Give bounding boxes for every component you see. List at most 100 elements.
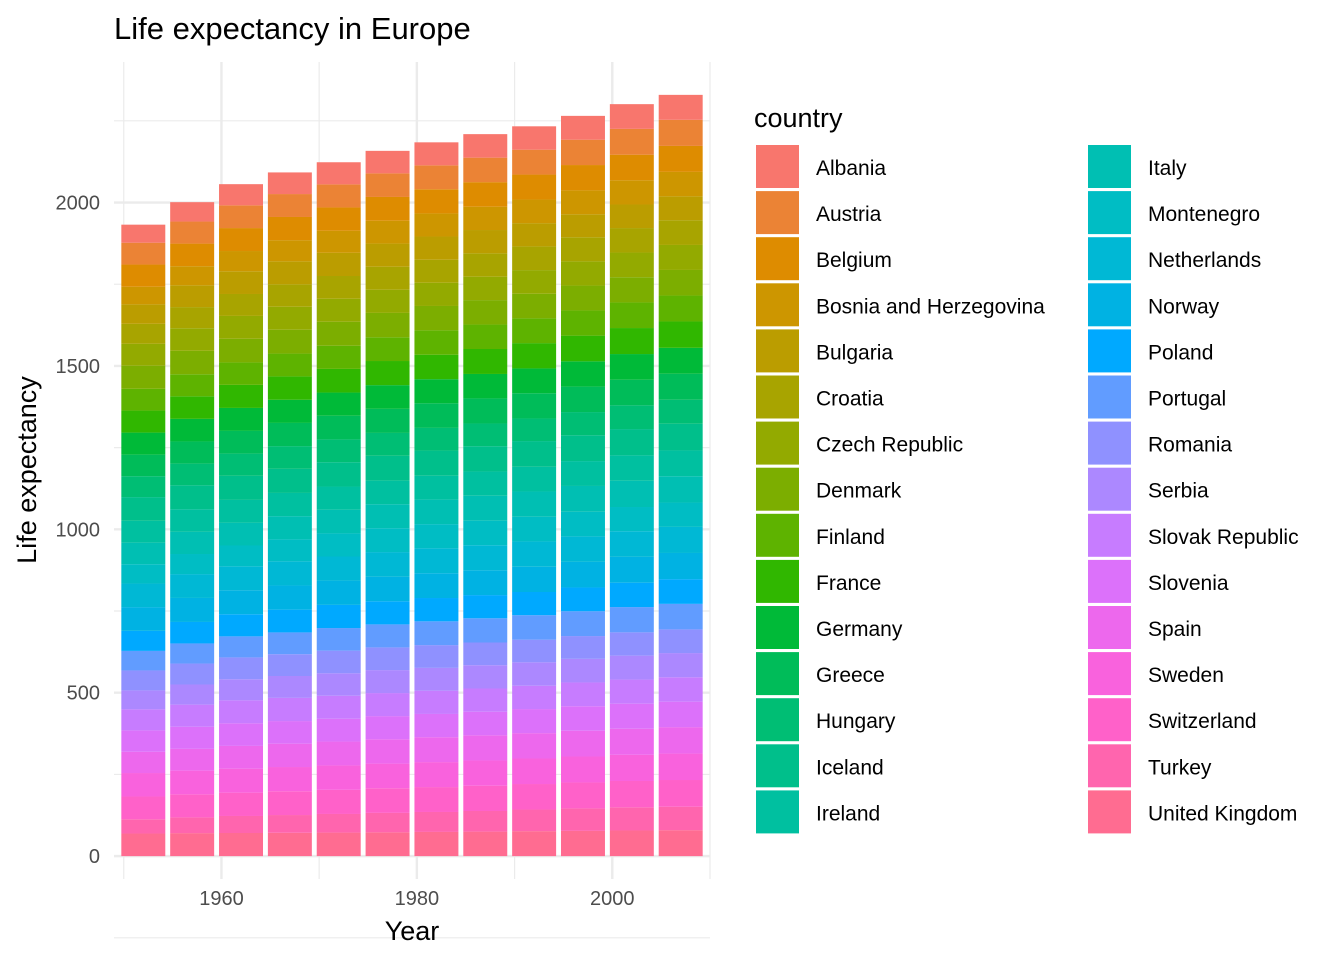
bar-segment-albania bbox=[316, 162, 361, 185]
bar-segment-italy bbox=[365, 504, 410, 529]
bar-segment-united-kingdom bbox=[267, 832, 312, 857]
bar-segment-ireland bbox=[609, 455, 654, 481]
legend-label: Slovenia bbox=[1148, 572, 1229, 595]
bar-segment-germany bbox=[561, 361, 605, 387]
bar-segment-spain bbox=[463, 735, 508, 761]
bar-segment-france bbox=[170, 396, 215, 419]
legend-label: Poland bbox=[1148, 341, 1213, 364]
bar-segment-finland bbox=[463, 324, 508, 350]
legend-label: France bbox=[816, 572, 881, 595]
bar-segment-montenegro bbox=[658, 502, 703, 527]
bar-segment-switzerland bbox=[170, 794, 215, 818]
bar-segment-turkey bbox=[414, 811, 459, 832]
legend-key bbox=[756, 421, 799, 465]
bar-segment-bulgaria bbox=[316, 252, 361, 277]
bar-segment-belgium bbox=[512, 174, 557, 200]
bar-segment-germany bbox=[414, 379, 459, 404]
bar-segment-bosnia-and-herzegovina bbox=[316, 230, 361, 253]
bar-segment-bosnia-and-herzegovina bbox=[365, 220, 410, 244]
bar-segment-hungary bbox=[267, 446, 312, 469]
bar-segment-serbia bbox=[219, 679, 263, 701]
legend-key bbox=[1088, 329, 1131, 373]
bar-segment-netherlands bbox=[463, 545, 508, 571]
bar-segment-slovenia bbox=[658, 701, 703, 728]
bar-segment-ireland bbox=[170, 509, 215, 532]
bar-segment-austria bbox=[658, 119, 703, 146]
bar-segment-romania bbox=[365, 647, 410, 671]
bar-segment-spain bbox=[316, 741, 361, 766]
legend-key bbox=[1088, 421, 1131, 465]
bar-segment-france bbox=[658, 321, 703, 348]
bar-segment-portugal bbox=[463, 618, 508, 643]
bar-segment-montenegro bbox=[463, 520, 508, 546]
bar-segment-denmark bbox=[316, 321, 361, 346]
bar-segment-slovak-republic bbox=[365, 693, 410, 717]
bar-segment-belgium bbox=[170, 243, 215, 267]
x-tick-labels: 1960 1980 2000 bbox=[199, 888, 634, 910]
bar-segment-austria bbox=[512, 149, 557, 175]
bar-segment-germany bbox=[609, 354, 654, 380]
bar-segment-turkey bbox=[170, 817, 215, 834]
bar-segment-turkey bbox=[561, 808, 605, 831]
legend-key bbox=[756, 652, 799, 696]
bar-segment-belgium bbox=[414, 189, 459, 214]
legend-label: Spain bbox=[1148, 618, 1202, 641]
bar-segment-united-kingdom bbox=[170, 833, 215, 857]
legend-label: Slovak Republic bbox=[1148, 526, 1299, 549]
bar-segment-denmark bbox=[561, 285, 605, 311]
bar-segment-poland bbox=[414, 598, 459, 622]
bar-segment-slovak-republic bbox=[609, 679, 654, 704]
bar-segment-spain bbox=[121, 751, 166, 774]
bar-segment-greece bbox=[658, 373, 703, 400]
bar-segment-albania bbox=[414, 142, 459, 166]
bar-segment-hungary bbox=[463, 423, 508, 447]
bar-segment-germany bbox=[121, 432, 166, 455]
bar-segment-france bbox=[121, 410, 166, 433]
bar-segment-albania bbox=[512, 126, 557, 150]
bar-segment-portugal bbox=[365, 624, 410, 648]
bar-segment-bosnia-and-herzegovina bbox=[561, 190, 605, 215]
bar-segment-france bbox=[316, 368, 361, 393]
bar-segment-ireland bbox=[219, 499, 263, 523]
bar-segment-croatia bbox=[316, 276, 361, 299]
bar-segment-finland bbox=[512, 318, 557, 344]
bar-segment-iceland bbox=[219, 475, 263, 500]
bar-segment-denmark bbox=[121, 365, 166, 389]
bar-segment-croatia bbox=[512, 246, 557, 271]
legend-label: Montenegro bbox=[1148, 203, 1260, 226]
bar-segment-slovenia bbox=[609, 703, 654, 729]
legend-key bbox=[756, 744, 799, 788]
bar-segment-slovenia bbox=[316, 718, 361, 742]
bar-segment-slovak-republic bbox=[658, 677, 703, 702]
bar-segment-croatia bbox=[365, 266, 410, 290]
bar-segment-sweden bbox=[267, 767, 312, 792]
bar-segment-romania bbox=[316, 650, 361, 674]
bar-segment-albania bbox=[365, 150, 410, 174]
bar-segment-france bbox=[414, 354, 459, 380]
legend-label: Greece bbox=[816, 664, 885, 687]
x-tick-label: 2000 bbox=[590, 888, 635, 910]
bar-segment-bulgaria bbox=[267, 261, 312, 285]
bar-segment-finland bbox=[561, 310, 605, 336]
legend: country Albania Austria Belgium Bosnia and … bbox=[754, 103, 1299, 834]
bar-segment-sweden bbox=[561, 756, 605, 783]
bar-segment-belgium bbox=[267, 216, 312, 241]
bar-segment-switzerland bbox=[414, 787, 459, 812]
bar-segment-slovenia bbox=[463, 711, 508, 736]
bar-segment-spain bbox=[512, 733, 557, 759]
bar-segment-finland bbox=[170, 374, 215, 397]
bar-segment-belgium bbox=[463, 182, 508, 207]
bar-segment-iceland bbox=[512, 441, 557, 467]
bar-segment-greece bbox=[170, 441, 215, 464]
bar-segment-austria bbox=[316, 184, 361, 208]
bar-segment-italy bbox=[609, 480, 654, 508]
bar-segment-slovenia bbox=[512, 709, 557, 734]
bar-segment-italy bbox=[219, 522, 263, 546]
bar-segment-ireland bbox=[121, 520, 166, 543]
bar-segment-denmark bbox=[365, 312, 410, 338]
bar-segment-czech-republic bbox=[463, 276, 508, 301]
legend-label: Sweden bbox=[1148, 664, 1224, 687]
bar-segment-italy bbox=[561, 485, 605, 512]
bar-segment-united-kingdom bbox=[365, 832, 410, 857]
